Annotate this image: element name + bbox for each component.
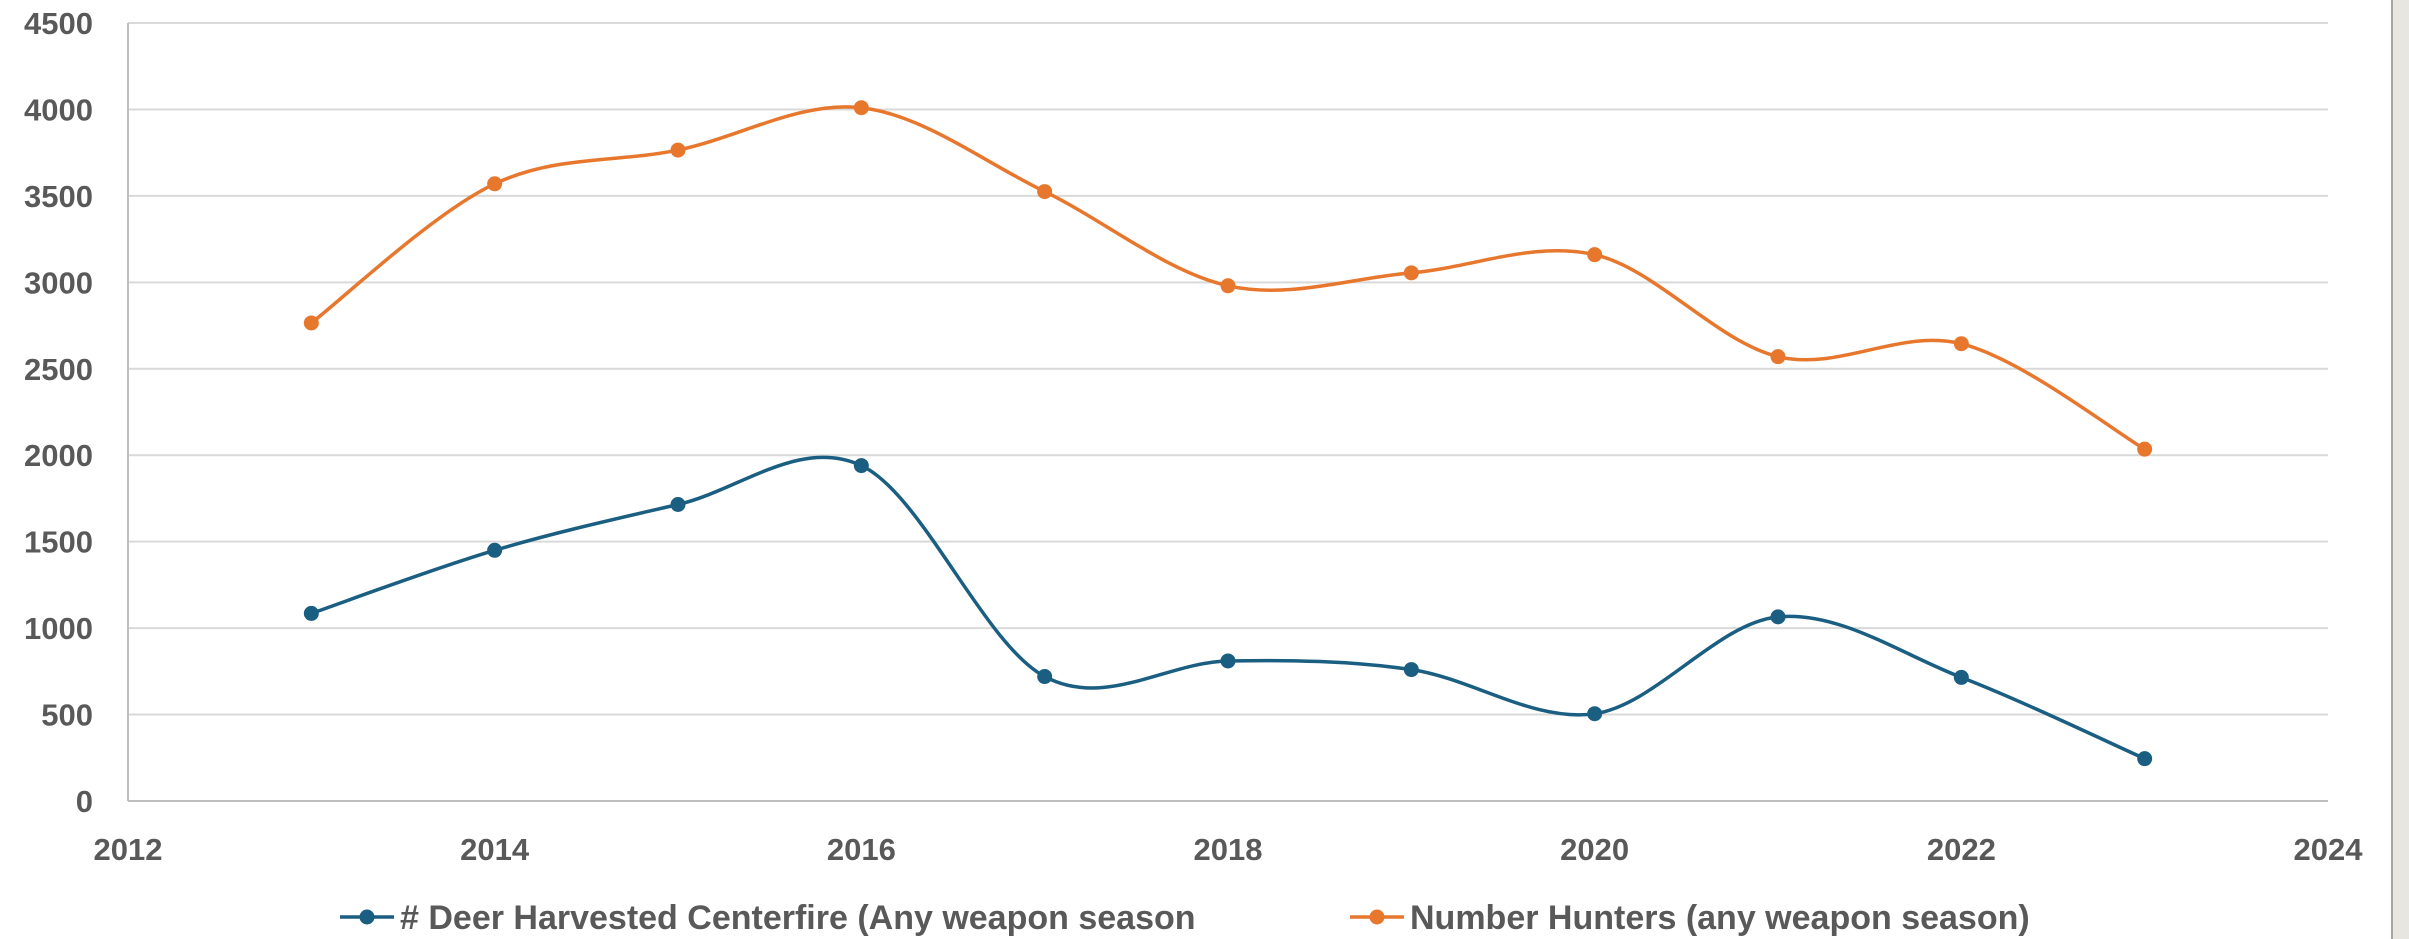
legend-point-marker bbox=[359, 909, 375, 925]
x-tick-label: 2018 bbox=[1194, 832, 1263, 867]
legend-point-marker bbox=[1369, 909, 1385, 925]
data-point bbox=[670, 496, 686, 512]
x-tick-label: 2014 bbox=[460, 832, 530, 867]
data-point bbox=[487, 542, 503, 558]
data-point bbox=[2137, 441, 2153, 457]
data-point bbox=[1037, 184, 1053, 200]
data-point bbox=[2137, 751, 2153, 767]
data-point bbox=[487, 176, 503, 192]
x-tick-label: 2016 bbox=[827, 832, 896, 867]
data-point bbox=[1220, 653, 1236, 669]
series-group bbox=[303, 100, 2153, 767]
y-tick-label: 3500 bbox=[24, 179, 93, 214]
data-point bbox=[1403, 265, 1419, 281]
y-tick-label: 1500 bbox=[24, 525, 93, 560]
y-tick-label: 500 bbox=[41, 698, 93, 733]
axes: 0 500 1000 1500 2000 2500 3000 3500 4000 4500 2012… bbox=[24, 6, 2363, 867]
series-line bbox=[310, 455, 2146, 761]
y-tick-label: 0 bbox=[76, 784, 93, 819]
legend-item-2: Number Hunters (any weapon season) bbox=[1350, 899, 2030, 937]
data-point bbox=[1587, 247, 1603, 263]
legend-item-1: # Deer Harvested Centerfire (Any weapon … bbox=[340, 899, 1196, 937]
y-tick-label: 4000 bbox=[24, 92, 93, 127]
data-point bbox=[1037, 669, 1053, 685]
data-point bbox=[303, 605, 319, 621]
data-point bbox=[1770, 609, 1786, 625]
data-point bbox=[1587, 706, 1603, 722]
legend: # Deer Harvested Centerfire (Any weapon … bbox=[340, 899, 2030, 937]
data-point bbox=[303, 315, 319, 331]
legend-label: # Deer Harvested Centerfire (Any weapon … bbox=[400, 899, 1196, 937]
y-tick-label: 1000 bbox=[24, 611, 93, 646]
data-point bbox=[853, 100, 869, 116]
gridlines bbox=[128, 22, 2328, 716]
y-tick-label: 2000 bbox=[24, 438, 93, 473]
x-tick-label: 2024 bbox=[2294, 832, 2364, 867]
y-tick-label: 2500 bbox=[24, 352, 93, 387]
data-point bbox=[1953, 669, 1969, 685]
series-line bbox=[310, 105, 2146, 451]
data-point bbox=[853, 458, 869, 474]
data-point bbox=[1770, 349, 1786, 365]
x-tick-label: 2012 bbox=[94, 832, 163, 867]
series-1 bbox=[303, 455, 2153, 767]
x-tick-label: 2020 bbox=[1560, 832, 1629, 867]
x-tick-label: 2022 bbox=[1927, 832, 1996, 867]
y-tick-label: 3000 bbox=[24, 265, 93, 300]
right-edge-border bbox=[2392, 0, 2409, 939]
legend-label: Number Hunters (any weapon season) bbox=[1410, 899, 2030, 937]
data-point bbox=[670, 142, 686, 158]
y-tick-label: 4500 bbox=[24, 6, 93, 41]
data-point bbox=[1403, 662, 1419, 678]
data-point bbox=[1953, 336, 1969, 352]
series-2 bbox=[303, 100, 2153, 457]
data-point bbox=[1220, 278, 1236, 294]
